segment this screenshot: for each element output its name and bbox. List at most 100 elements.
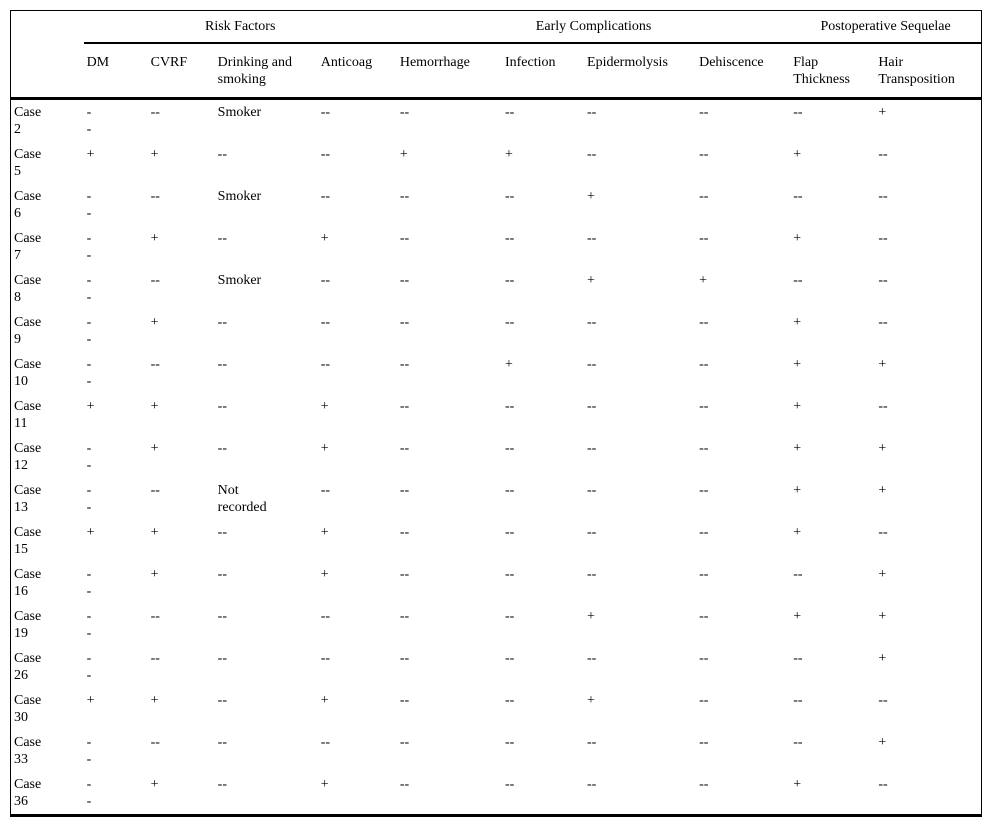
cell-epidermolysis: -- [587, 525, 597, 540]
cell-cvrf: -- [150, 273, 160, 288]
cell-hemorrhage: -- [399, 693, 410, 708]
cell-cvrf: + [150, 567, 159, 582]
case-label: Case 10 [14, 357, 42, 389]
cell-hair-transposition: -- [878, 147, 888, 162]
cell-cvrf: + [150, 777, 159, 792]
col-header-dm: DM [83, 43, 148, 100]
cell-cvrf: + [150, 231, 159, 246]
cell-epidermolysis: -- [587, 231, 597, 246]
cell-anticoag: -- [320, 147, 331, 162]
cell-drinking-smoking: -- [217, 441, 227, 456]
cell-hair-transposition: -- [878, 693, 888, 708]
cell-dehiscence: -- [699, 105, 709, 120]
cell-hemorrhage: -- [399, 357, 410, 372]
case-label: Case 8 [14, 273, 42, 305]
cell-anticoag: -- [320, 273, 331, 288]
cell-epidermolysis: -- [587, 357, 597, 372]
cell-hair-transposition: + [878, 567, 887, 582]
cell-hair-transposition: + [878, 483, 887, 498]
table-row: Case 12 - - + -- + -- -- -- -- + + [11, 436, 982, 478]
group-header-row: Risk Factors Early Complications Postope… [11, 10, 982, 44]
table-row: Case 5 + + -- -- + + -- -- + -- [11, 142, 982, 184]
cell-infection: -- [504, 651, 515, 666]
cell-hemorrhage: -- [399, 399, 410, 414]
case-column-header [10, 43, 84, 100]
case-label: Case 36 [14, 777, 42, 809]
cell-hair-transposition: -- [878, 315, 888, 330]
cell-drinking-smoking: -- [217, 399, 227, 414]
case-label: Case 33 [14, 735, 42, 767]
cell-anticoag: + [320, 441, 329, 456]
column-header-row: DM CVRF Drinking and smoking Anticoag He… [10, 43, 982, 100]
cell-dehiscence: -- [699, 651, 709, 666]
case-label: Case 13 [14, 483, 42, 515]
cell-anticoag: -- [320, 315, 331, 330]
table-row: Case 15 + + -- + -- -- -- -- + -- [11, 520, 982, 562]
case-label: Case 2 [14, 105, 42, 137]
cell-infection: -- [504, 735, 515, 750]
table-row: Case 30 + + -- + -- -- + -- -- -- [11, 688, 982, 730]
cell-drinking-smoking: -- [217, 777, 227, 792]
cell-hemorrhage: -- [399, 315, 410, 330]
cell-hair-transposition: -- [878, 399, 888, 414]
col-header-hair-transposition: Hair Transposition [875, 43, 982, 100]
case-label: Case 30 [14, 693, 42, 725]
cell-drinking-smoking: -- [217, 567, 227, 582]
cell-dehiscence: -- [699, 189, 709, 204]
cell-dm: - - [86, 609, 92, 641]
cell-flap-thickness: + [793, 483, 802, 498]
cell-epidermolysis: -- [587, 399, 597, 414]
cell-hair-transposition: -- [878, 231, 888, 246]
cell-drinking-smoking: Smoker [217, 273, 262, 288]
cell-epidermolysis: -- [587, 735, 597, 750]
cell-drinking-smoking: Not recorded [217, 483, 267, 515]
cell-drinking-smoking: -- [217, 525, 227, 540]
table-row: Case 36 - - + -- + -- -- -- -- + -- [11, 772, 982, 816]
cell-dm: - - [86, 567, 92, 599]
cell-dm: - - [86, 735, 92, 767]
cell-flap-thickness: + [793, 147, 802, 162]
cell-drinking-smoking: -- [217, 315, 227, 330]
cell-drinking-smoking: -- [217, 693, 227, 708]
cell-epidermolysis: -- [587, 105, 597, 120]
cell-hemorrhage: -- [399, 735, 410, 750]
cell-drinking-smoking: -- [217, 651, 227, 666]
table-row: Case 6 - - -- Smoker -- -- -- + -- -- -- [11, 184, 982, 226]
cell-infection: -- [504, 567, 515, 582]
cell-dm: - - [86, 651, 92, 683]
cell-dm: - - [86, 273, 92, 305]
cell-dm: - - [86, 483, 92, 515]
cell-dehiscence: -- [699, 147, 709, 162]
case-label: Case 15 [14, 525, 42, 557]
case-label: Case 16 [14, 567, 42, 599]
cell-flap-thickness: + [793, 777, 802, 792]
cell-hemorrhage: -- [399, 441, 410, 456]
cell-cvrf: + [150, 441, 159, 456]
cell-anticoag: -- [320, 105, 331, 120]
cell-cvrf: -- [150, 105, 160, 120]
cell-infection: -- [504, 609, 515, 624]
cell-infection: -- [504, 399, 515, 414]
cell-flap-thickness: + [793, 357, 802, 372]
cell-anticoag: + [320, 399, 329, 414]
cell-drinking-smoking: -- [217, 231, 227, 246]
cell-hair-transposition: + [878, 609, 887, 624]
cell-flap-thickness: + [793, 609, 802, 624]
cell-dehiscence: -- [699, 441, 709, 456]
cell-dm: - - [86, 231, 92, 263]
cell-epidermolysis: + [587, 693, 595, 708]
col-header-hemorrhage: Hemorrhage [396, 43, 502, 100]
cell-epidermolysis: -- [587, 777, 597, 792]
case-label: Case 19 [14, 609, 42, 641]
cell-hair-transposition: + [878, 651, 887, 666]
cell-dm: - - [86, 315, 92, 347]
table-row: Case 8 - - -- Smoker -- -- -- + + -- -- [11, 268, 982, 310]
cell-drinking-smoking: -- [217, 147, 227, 162]
cell-epidermolysis: + [587, 273, 595, 288]
cell-dehiscence: -- [699, 609, 709, 624]
cell-infection: -- [504, 273, 515, 288]
cell-cvrf: + [150, 693, 159, 708]
cell-cvrf: + [150, 525, 159, 540]
col-header-epidermolysis: Epidermolysis [584, 43, 697, 100]
cell-infection: + [504, 147, 513, 162]
